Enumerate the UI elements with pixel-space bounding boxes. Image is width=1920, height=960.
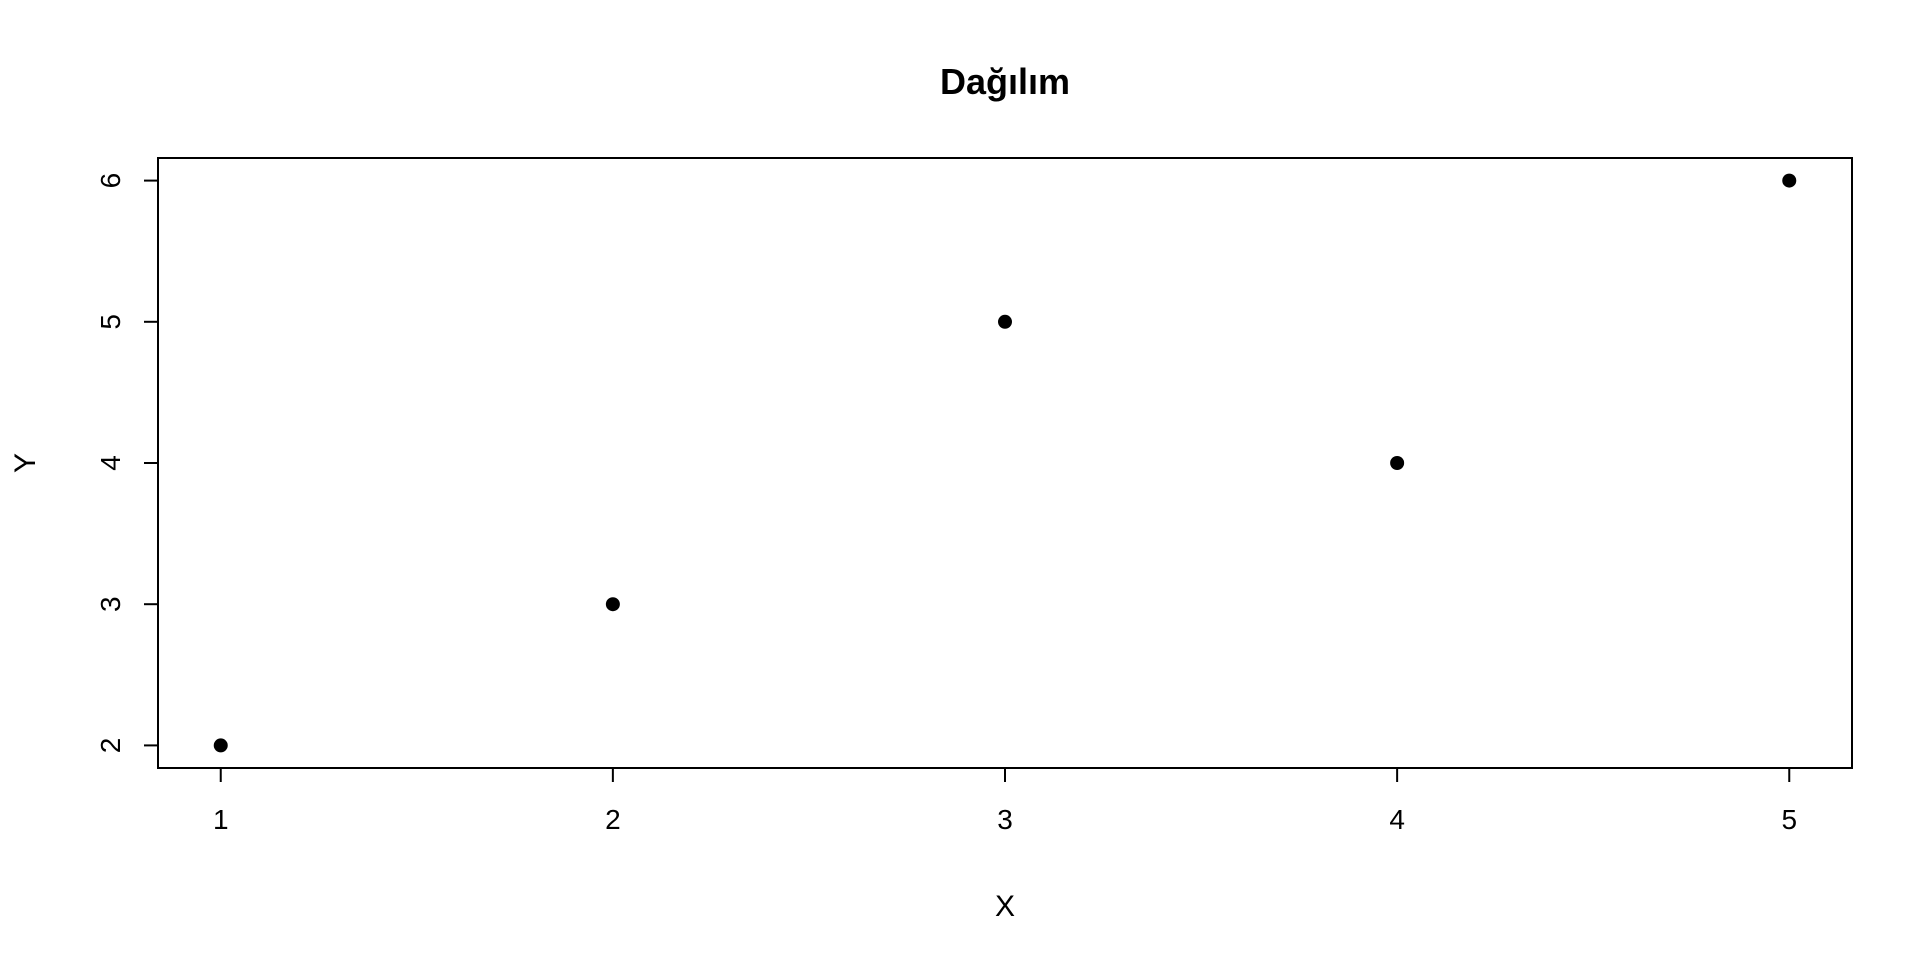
y-tick-label: 6 bbox=[95, 173, 126, 189]
y-tick-label: 3 bbox=[95, 596, 126, 612]
y-tick-label: 5 bbox=[95, 314, 126, 330]
data-point bbox=[1390, 456, 1405, 470]
x-tick-label: 5 bbox=[1781, 804, 1797, 835]
x-tick-label: 2 bbox=[605, 804, 621, 835]
x-tick-label: 3 bbox=[997, 804, 1013, 835]
x-axis-title: X bbox=[995, 890, 1015, 923]
x-tick-label: 4 bbox=[1389, 804, 1405, 835]
plot-frame bbox=[157, 157, 1853, 769]
chart-title: Dağılım bbox=[940, 61, 1070, 102]
data-point bbox=[213, 738, 228, 753]
x-tick-label: 1 bbox=[213, 804, 229, 835]
data-point bbox=[1782, 173, 1797, 188]
y-tick-label: 2 bbox=[95, 738, 126, 754]
y-axis: 2 3 4 5 6 bbox=[95, 173, 159, 754]
data-point bbox=[605, 597, 620, 612]
x-axis: 1 2 3 4 5 bbox=[213, 767, 1797, 835]
data-points bbox=[213, 173, 1797, 753]
y-axis-title: Y bbox=[9, 453, 42, 473]
data-point bbox=[998, 314, 1012, 329]
y-tick-label: 4 bbox=[95, 455, 126, 471]
